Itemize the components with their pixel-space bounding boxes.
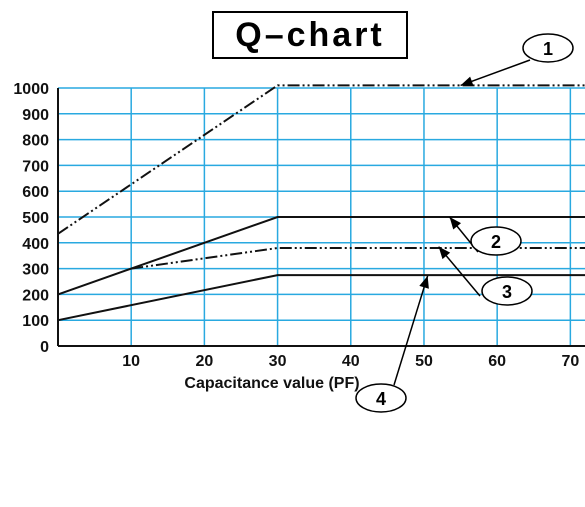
callout-ellipse [481, 276, 533, 306]
y-tick-label: 200 [22, 287, 49, 304]
y-tick-label: 0 [40, 339, 49, 356]
x-tick-label: 40 [342, 353, 360, 370]
axes [57, 88, 585, 347]
callout-arrowhead [438, 246, 451, 260]
series-line-3 [131, 247, 585, 270]
y-tick-label: 300 [22, 262, 49, 279]
tick-labels: 0 100 200 300 400 500 600 700 800 900 1000 10 20 30 40… [13, 81, 579, 370]
x-tick-label: 60 [488, 353, 506, 370]
y-tick-label: 700 [22, 158, 49, 175]
callout-arrowhead [449, 217, 462, 230]
x-tick-label: 70 [561, 353, 579, 370]
x-axis-label: Capacitance value (PF) [184, 375, 359, 392]
callout-label: 4 [376, 389, 386, 409]
y-tick-label: 900 [22, 107, 49, 124]
callout-label: 3 [502, 282, 512, 302]
x-tick-label: 30 [269, 353, 287, 370]
chart-title: Q–chart [212, 11, 408, 59]
callout-label: 2 [491, 232, 501, 252]
callout-ellipse [522, 33, 574, 63]
callouts: 1 2 3 4 [355, 33, 574, 413]
callout-ellipse [355, 383, 407, 413]
x-tick-label: 50 [415, 353, 433, 370]
y-tick-label: 100 [22, 313, 49, 330]
series-line-1 [57, 84, 585, 235]
y-tick-label: 600 [22, 184, 49, 201]
y-tick-label: 1000 [13, 81, 49, 98]
series-line-4 [57, 274, 585, 322]
callout-arrowhead [419, 275, 429, 289]
callout-arrowhead [460, 76, 474, 86]
y-tick-label: 800 [22, 133, 49, 150]
callout-leader [460, 59, 531, 87]
callout-ellipse [470, 226, 522, 256]
callout-leader [393, 275, 429, 386]
y-tick-label: 500 [22, 210, 49, 227]
x-tick-label: 10 [122, 353, 140, 370]
x-tick-label: 20 [195, 353, 213, 370]
y-tick-label: 400 [22, 236, 49, 253]
callout-label: 1 [543, 39, 553, 59]
